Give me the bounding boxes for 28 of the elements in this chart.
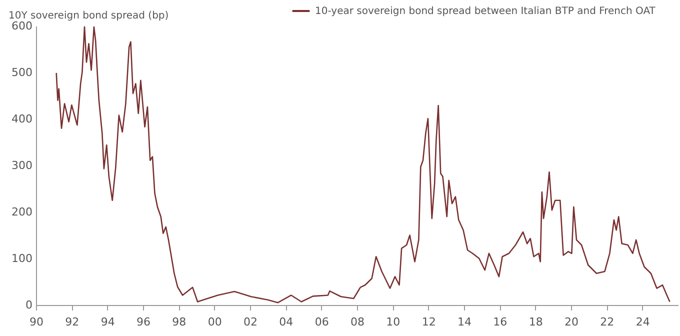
- x-tick-label: 02: [244, 316, 258, 328]
- y-tick-label: 100: [12, 252, 32, 265]
- y-tick-label: 600: [12, 20, 32, 32]
- x-tick-label: 20: [564, 316, 578, 328]
- y-tick-label: 0: [26, 298, 32, 312]
- x-tick-label: 14: [458, 316, 472, 328]
- x-tick-label: 92: [65, 316, 80, 328]
- y-tick-label: 400: [12, 112, 32, 126]
- x-tick-label: 24: [636, 316, 650, 328]
- x-tick-label: 10: [386, 316, 400, 328]
- x-tick-label: 96: [136, 316, 150, 328]
- x-tick-label: 90: [30, 316, 44, 328]
- line-series: [56, 26, 670, 304]
- legend-label: 10-year sovereign bond spread between Italian BTP and French OAT: [315, 6, 656, 17]
- x-tick-label: 04: [279, 316, 294, 328]
- x-tick-label: 12: [422, 316, 436, 328]
- x-tick-label: 16: [493, 316, 508, 328]
- x-tick-label: 22: [600, 316, 614, 328]
- y-tick-label: 300: [12, 159, 32, 172]
- x-tick-label: 08: [350, 316, 364, 328]
- x-tick-label: 18: [528, 316, 543, 328]
- y-tick-label: 500: [12, 66, 32, 79]
- y-axis-title: 10Y sovereign bond spread (bp): [8, 10, 169, 22]
- x-tick-label: 00: [208, 316, 222, 328]
- x-tick-label: 98: [172, 316, 186, 328]
- x-tick-label: 06: [314, 316, 329, 328]
- x-tick-label: 94: [100, 316, 115, 328]
- y-tick-label: 200: [12, 206, 32, 218]
